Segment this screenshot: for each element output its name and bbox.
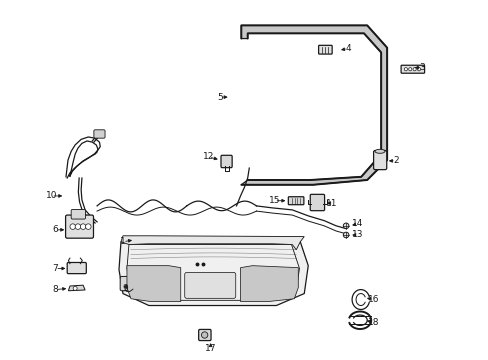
Text: 2: 2 — [392, 156, 398, 165]
PathPatch shape — [119, 242, 307, 306]
FancyBboxPatch shape — [65, 215, 93, 238]
Text: 17: 17 — [204, 344, 216, 353]
Circle shape — [75, 224, 81, 229]
PathPatch shape — [241, 26, 386, 185]
FancyBboxPatch shape — [71, 210, 85, 219]
Ellipse shape — [374, 149, 384, 153]
Text: 13: 13 — [351, 230, 363, 239]
Text: 11: 11 — [326, 199, 337, 208]
Circle shape — [201, 332, 207, 338]
Circle shape — [343, 223, 348, 229]
Circle shape — [85, 224, 91, 229]
Text: 16: 16 — [367, 295, 379, 304]
Text: 4: 4 — [345, 44, 350, 53]
FancyBboxPatch shape — [400, 65, 424, 73]
Circle shape — [417, 68, 420, 71]
Circle shape — [408, 68, 411, 71]
Circle shape — [343, 232, 348, 238]
FancyBboxPatch shape — [288, 197, 303, 205]
Circle shape — [80, 224, 86, 229]
Text: 12: 12 — [203, 152, 214, 161]
Text: 15: 15 — [268, 196, 280, 205]
Polygon shape — [127, 266, 181, 302]
Circle shape — [70, 224, 76, 229]
FancyBboxPatch shape — [198, 329, 211, 341]
Text: 7: 7 — [52, 264, 58, 273]
FancyBboxPatch shape — [94, 130, 105, 138]
FancyBboxPatch shape — [184, 273, 235, 298]
Text: 5: 5 — [217, 93, 223, 102]
Text: 18: 18 — [367, 318, 379, 327]
FancyBboxPatch shape — [120, 276, 139, 291]
Text: 6: 6 — [52, 225, 58, 234]
Text: 8: 8 — [52, 285, 58, 294]
Circle shape — [412, 68, 415, 71]
FancyBboxPatch shape — [318, 45, 331, 54]
Circle shape — [73, 287, 77, 291]
Circle shape — [404, 68, 407, 71]
Polygon shape — [68, 285, 85, 291]
FancyBboxPatch shape — [221, 155, 232, 168]
Text: 9: 9 — [122, 284, 127, 293]
Polygon shape — [121, 236, 304, 250]
Polygon shape — [240, 266, 298, 302]
FancyBboxPatch shape — [309, 194, 324, 211]
Text: 14: 14 — [352, 219, 363, 228]
Text: 3: 3 — [418, 63, 424, 72]
FancyBboxPatch shape — [373, 150, 386, 170]
Text: 1: 1 — [120, 237, 125, 246]
Text: 10: 10 — [45, 192, 57, 201]
FancyBboxPatch shape — [67, 262, 86, 274]
